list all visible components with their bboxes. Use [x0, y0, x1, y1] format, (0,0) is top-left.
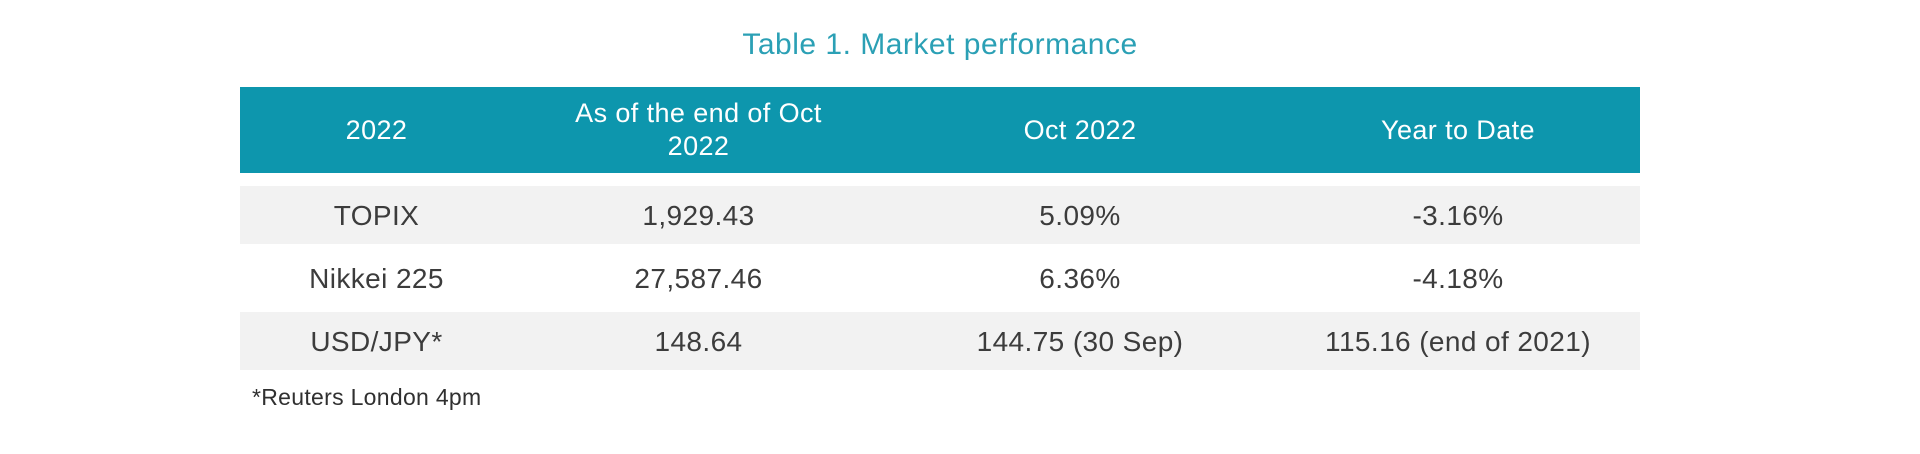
- table-row-topix: TOPIX 1,929.43 5.09% -3.16%: [240, 186, 1640, 244]
- column-header-as-of-end-of-oct: As of the end of Oct 2022: [513, 87, 884, 173]
- table-header-row: 2022 As of the end of Oct 2022 Oct 2022 …: [240, 87, 1640, 173]
- value-cell: -4.18%: [1412, 262, 1504, 294]
- column-header-label: Oct 2022: [1023, 114, 1137, 145]
- column-header-year-to-date: Year to Date: [1276, 87, 1640, 173]
- value-cell: 6.36%: [1039, 262, 1121, 294]
- table-footnote: *Reuters London 4pm: [252, 384, 482, 410]
- value-cell: 148.64: [654, 325, 743, 357]
- column-header-label: 2022: [345, 114, 408, 145]
- table-row-usd-jpy: USD/JPY* 148.64 144.75 (30 Sep) 115.16 (…: [240, 312, 1640, 370]
- column-header-oct-2022: Oct 2022: [884, 87, 1276, 173]
- column-header-2022: 2022: [240, 87, 513, 173]
- row-label-cell: Nikkei 225: [309, 262, 444, 294]
- value-cell: -3.16%: [1412, 199, 1504, 231]
- value-cell: 1,929.43: [642, 199, 755, 231]
- table-row-nikkei-225: Nikkei 225 27,587.46 6.36% -4.18%: [240, 249, 1640, 307]
- value-cell: 5.09%: [1039, 199, 1121, 231]
- row-label-cell: TOPIX: [333, 199, 420, 231]
- column-header-label: As of the end of Oct 2022: [575, 98, 822, 161]
- value-cell: 144.75 (30 Sep): [976, 325, 1184, 357]
- column-header-label: Year to Date: [1381, 114, 1535, 145]
- table-title: Table 1. Market performance: [742, 28, 1138, 61]
- market-performance-table: 2022 As of the end of Oct 2022 Oct 2022 …: [240, 87, 1640, 370]
- value-cell: 27,587.46: [634, 262, 763, 294]
- value-cell: 115.16 (end of 2021): [1325, 325, 1591, 357]
- row-label-cell: USD/JPY*: [310, 325, 443, 357]
